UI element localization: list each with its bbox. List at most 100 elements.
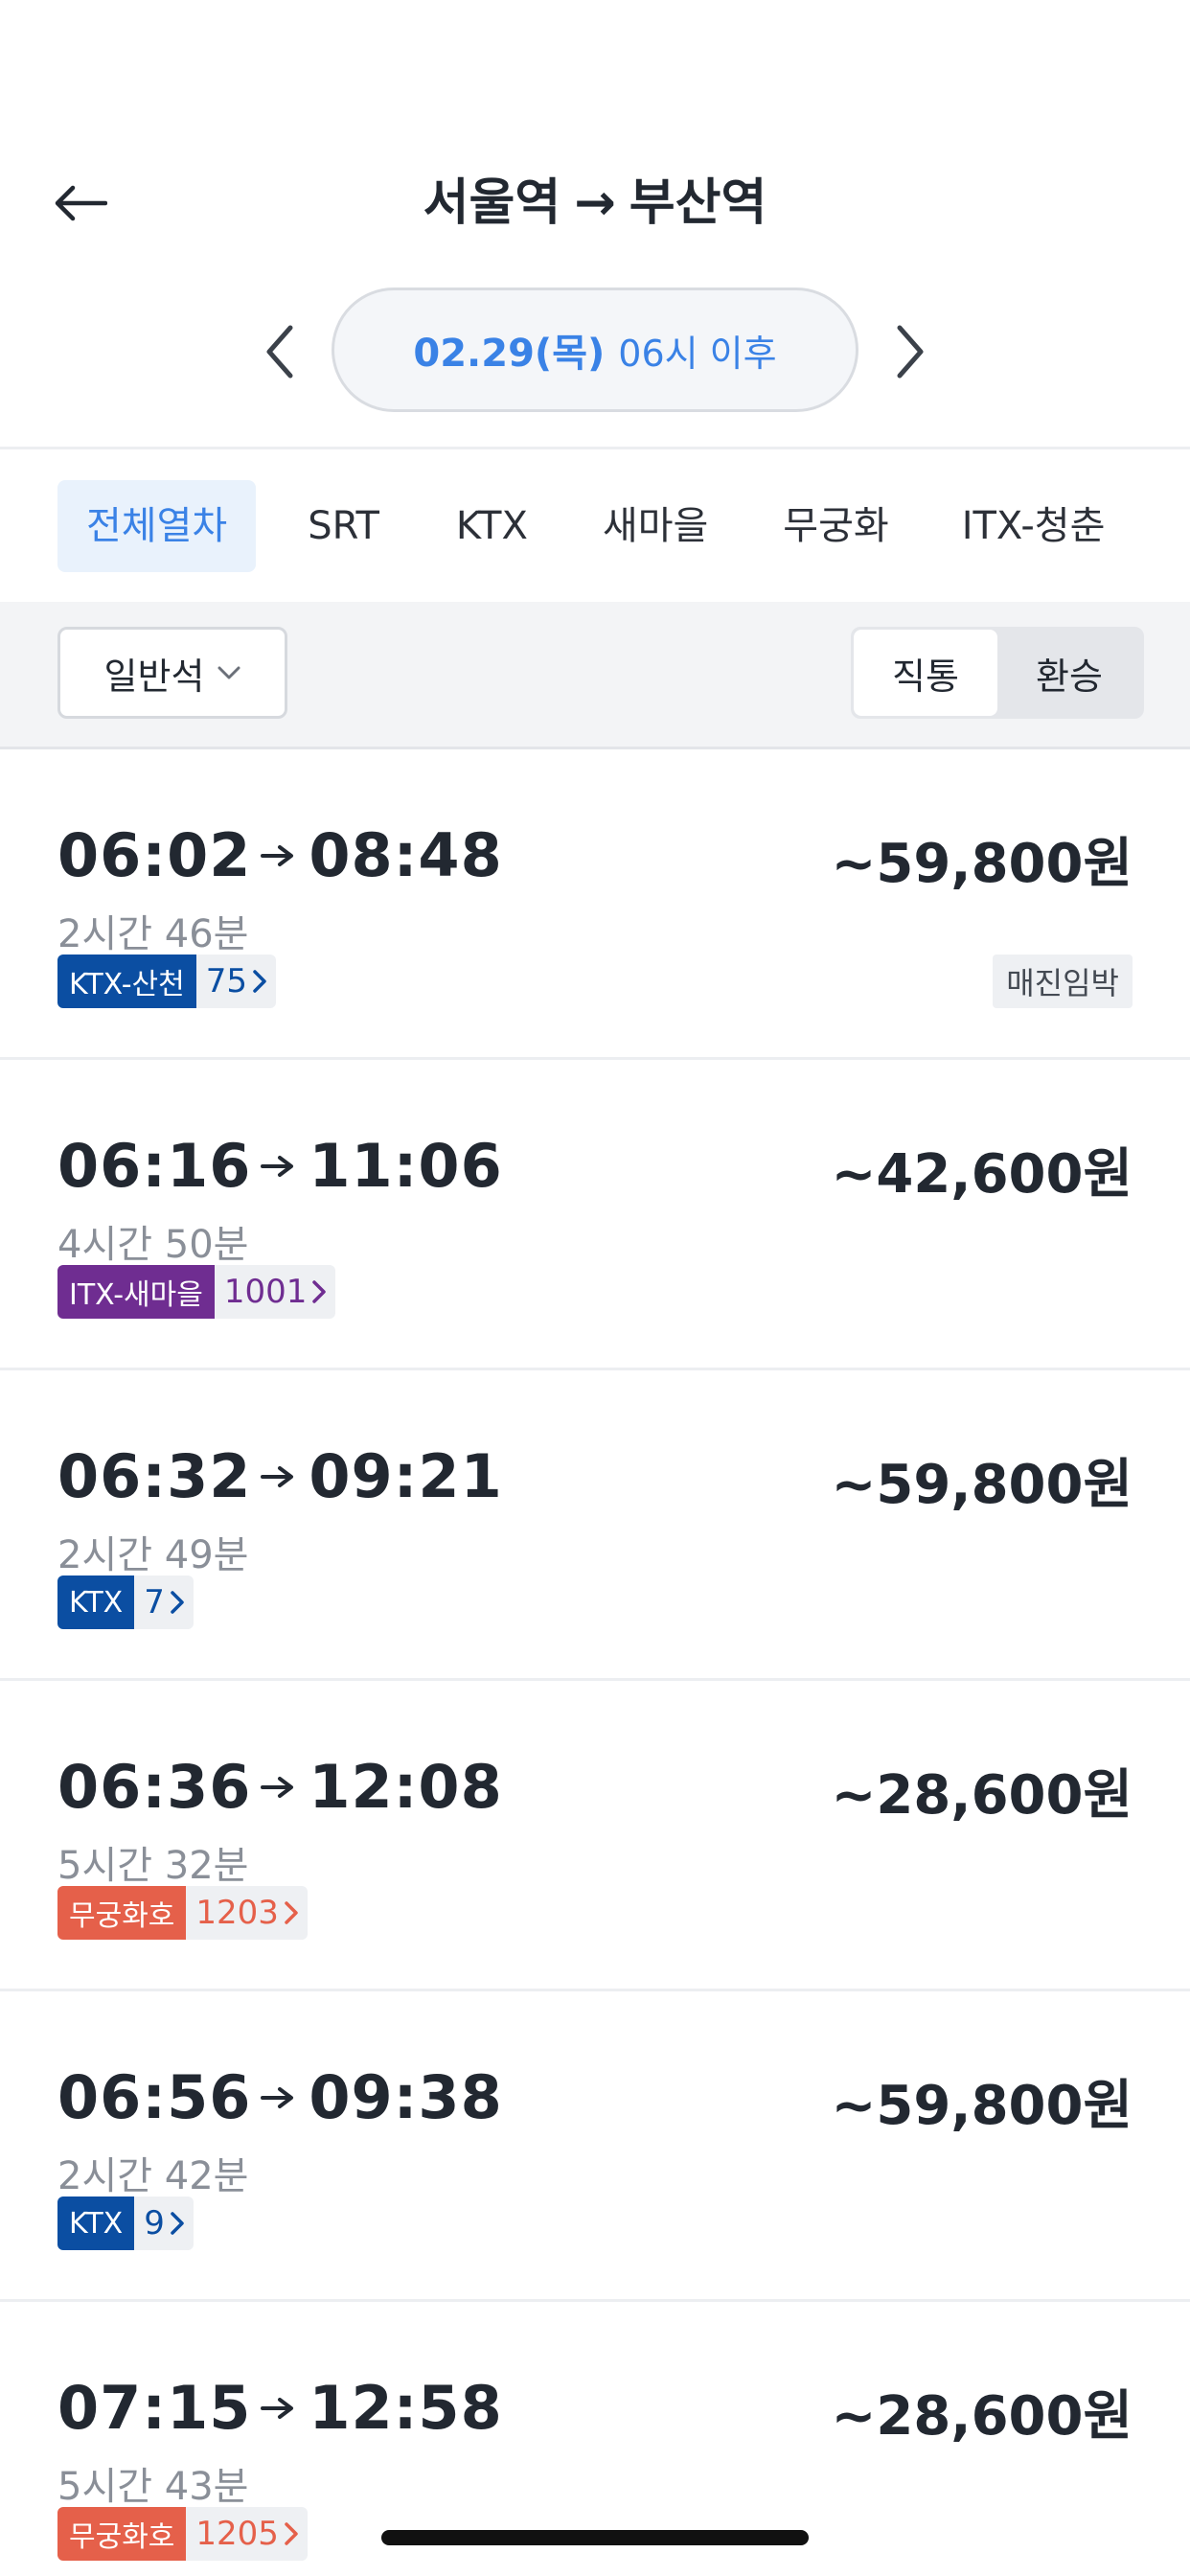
page-title: 서울역 → 부산역 (0, 172, 1190, 234)
transfer-option[interactable]: 환승 (1036, 655, 1103, 698)
arrival-time: 09:38 (309, 2062, 503, 2132)
chevron-right-icon (285, 2522, 298, 2545)
train-type-label: KTX (57, 1576, 135, 1629)
train-type-label: 무궁화호 (57, 2507, 187, 2561)
tab-itx-cheongchun[interactable]: ITX-청춘 (961, 504, 1106, 548)
tab-all-trains[interactable]: 전체열차 (57, 480, 257, 572)
train-number: 1001 (214, 1265, 336, 1319)
train-type-label: KTX (57, 2196, 135, 2250)
selected-date: 02.29(목) (413, 332, 606, 376)
chevron-right-icon (253, 970, 266, 993)
previous-date-button[interactable] (251, 318, 309, 385)
arrival-time: 11:06 (309, 1131, 503, 1201)
train-row[interactable]: 06:02 08:48 2시간 46분 ~59,800원 KTX-산천 75 매… (0, 749, 1190, 1060)
train-number: 9 (134, 2196, 194, 2250)
arrow-right-icon (261, 1152, 299, 1181)
arrival-time: 12:58 (309, 2373, 503, 2443)
train-row[interactable]: 06:56 09:38 2시간 42분 ~59,800원 KTX 9 (0, 1991, 1190, 2302)
seat-class-dropdown[interactable]: 일반석 (57, 627, 287, 719)
train-number-value: 7 (144, 1583, 165, 1622)
train-row[interactable]: 06:16 11:06 4시간 50분 ~42,600원 ITX-새마을 100… (0, 1060, 1190, 1370)
back-button[interactable] (50, 172, 111, 234)
train-times: 06:16 11:06 (57, 1131, 503, 1201)
seat-status-badge: 매진임박 (993, 954, 1133, 1008)
fare-price: ~59,800원 (831, 2075, 1133, 2137)
arrival-time: 09:21 (309, 1441, 503, 1511)
departure-time: 06:36 (57, 1752, 252, 1822)
chevron-right-icon (171, 2212, 184, 2235)
date-selector[interactable]: 02.29(목) 06시 이후 (332, 288, 858, 412)
travel-duration: 2시간 42분 (57, 2154, 249, 2198)
train-number: 1205 (186, 2507, 308, 2561)
train-number: 7 (134, 1576, 194, 1629)
departure-after-time: 06시 이후 (618, 332, 777, 375)
fare-price: ~59,800원 (831, 833, 1133, 895)
tab-mugunghwa[interactable]: 무궁화 (783, 504, 889, 548)
chevron-right-icon (285, 1901, 298, 1924)
travel-duration: 2시간 46분 (57, 912, 249, 956)
tab-srt[interactable]: SRT (308, 504, 379, 548)
train-times: 06:56 09:38 (57, 2062, 503, 2132)
fare-price: ~28,600원 (831, 2385, 1133, 2448)
next-date-button[interactable] (881, 318, 939, 385)
departure-time: 06:16 (57, 1131, 252, 1201)
direct-option[interactable]: 직통 (854, 630, 997, 716)
train-times: 07:15 12:58 (57, 2373, 503, 2443)
travel-duration: 4시간 50분 (57, 1223, 249, 1267)
fare-price: ~42,600원 (831, 1143, 1133, 1206)
train-type-tabs: 전체열차 SRT KTX 새마을 무궁화 ITX-청춘 (0, 450, 1190, 602)
train-badge[interactable]: 무궁화호 1205 (57, 2507, 308, 2561)
travel-duration: 2시간 49분 (57, 1533, 249, 1577)
departure-time: 07:15 (57, 2373, 252, 2443)
train-row[interactable]: 07:15 12:58 5시간 43분 ~28,600원 무궁화호 1205 (0, 2302, 1190, 2576)
origin-station: 서울역 (423, 174, 561, 232)
tab-saemaeul[interactable]: 새마을 (602, 504, 709, 548)
departure-time: 06:02 (57, 820, 252, 890)
chevron-down-icon (217, 666, 240, 679)
train-times: 06:02 08:48 (57, 820, 503, 890)
departure-time: 06:32 (57, 1441, 252, 1511)
train-number-value: 9 (144, 2204, 165, 2242)
train-type-label: ITX-새마을 (57, 1265, 215, 1319)
train-times: 06:36 12:08 (57, 1752, 503, 1822)
chevron-right-icon (312, 1280, 327, 1303)
travel-duration: 5시간 43분 (57, 2465, 249, 2509)
chevron-right-icon (897, 325, 924, 379)
train-type-label: KTX-산천 (57, 954, 196, 1008)
fare-price: ~28,600원 (831, 1764, 1133, 1827)
train-number: 75 (195, 954, 277, 1008)
arrow-right-icon (261, 2394, 299, 2423)
train-number-value: 75 (205, 962, 248, 1000)
arrow-left-icon (55, 185, 107, 221)
filter-bar: 일반석 직통 환승 (0, 602, 1190, 749)
travel-duration: 5시간 32분 (57, 1844, 249, 1888)
train-badge[interactable]: KTX-산천 75 (57, 954, 277, 1008)
train-type-label: 무궁화호 (57, 1886, 187, 1940)
arrow-right-icon (261, 2083, 299, 2112)
departure-time: 06:56 (57, 2062, 252, 2132)
train-row[interactable]: 06:36 12:08 5시간 32분 ~28,600원 무궁화호 1203 (0, 1681, 1190, 1991)
train-row[interactable]: 06:32 09:21 2시간 49분 ~59,800원 KTX 7 (0, 1370, 1190, 1681)
train-badge[interactable]: KTX 9 (57, 2196, 194, 2250)
arrival-time: 08:48 (309, 820, 503, 890)
chevron-left-icon (266, 325, 293, 379)
train-number-value: 1001 (223, 1273, 308, 1311)
route-type-toggle: 직통 환승 (851, 627, 1144, 719)
destination-station: 부산역 (629, 174, 767, 232)
route-arrow: → (574, 174, 616, 232)
arrival-time: 12:08 (309, 1752, 503, 1822)
fare-price: ~59,800원 (831, 1454, 1133, 1516)
divider (0, 447, 1190, 449)
tab-ktx[interactable]: KTX (455, 504, 528, 548)
train-badge[interactable]: 무궁화호 1203 (57, 1886, 308, 1940)
train-number-value: 1203 (195, 1894, 279, 1932)
train-times: 06:32 09:21 (57, 1441, 503, 1511)
arrow-right-icon (261, 1462, 299, 1491)
seat-class-value: 일반석 (103, 655, 205, 698)
home-indicator (381, 2530, 809, 2545)
arrow-right-icon (261, 1773, 299, 1802)
train-number: 1203 (186, 1886, 308, 1940)
train-badge[interactable]: ITX-새마을 1001 (57, 1265, 336, 1319)
train-badge[interactable]: KTX 7 (57, 1576, 194, 1629)
